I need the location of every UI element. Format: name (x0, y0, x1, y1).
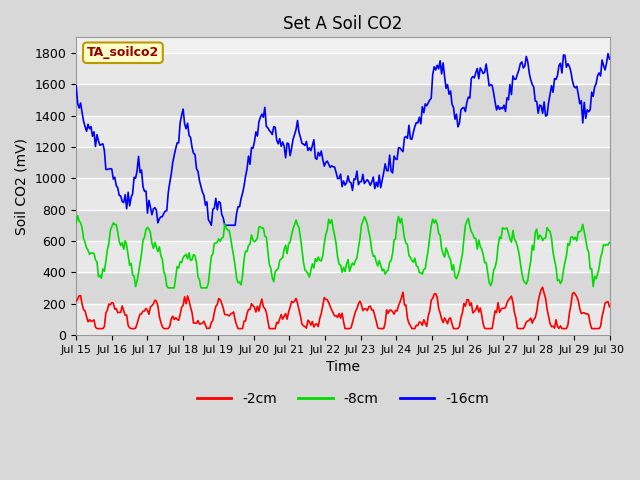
Bar (76, 53, 609, 84)
Y-axis label: Soil CO2 (mV): Soil CO2 (mV) (15, 138, 29, 235)
Title: Set A Soil CO2: Set A Soil CO2 (283, 15, 403, 33)
Bar (76, 116, 609, 147)
Bar (76, 178, 609, 210)
Bar (76, 147, 609, 178)
Bar (76, 241, 609, 272)
Bar (76, 303, 609, 335)
Bar (76, 210, 609, 241)
Bar (76, 272, 609, 303)
Legend: -2cm, -8cm, -16cm: -2cm, -8cm, -16cm (191, 386, 495, 411)
Text: TA_soilco2: TA_soilco2 (87, 46, 159, 59)
X-axis label: Time: Time (326, 360, 360, 374)
Bar (76, 84, 609, 116)
